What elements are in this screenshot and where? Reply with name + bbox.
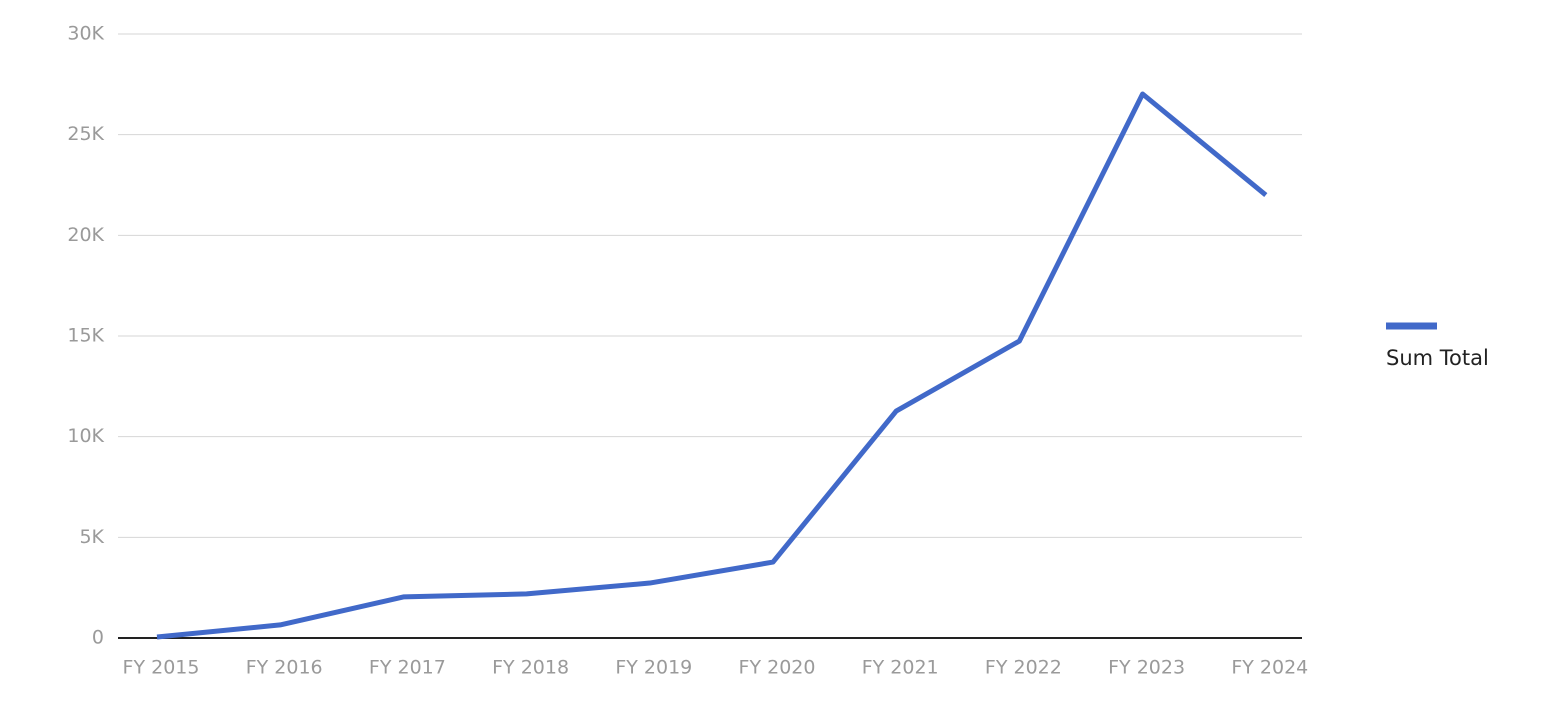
line: [156, 91, 1268, 640]
x-tick-label: FY 2019: [615, 657, 692, 679]
x-tick-label: FY 2017: [369, 657, 446, 679]
y-tick-label: 25K: [67, 123, 104, 145]
y-tick-label: 30K: [67, 23, 104, 45]
x-tick-label: FY 2018: [492, 657, 569, 679]
x-tick-label: FY 2016: [246, 657, 323, 679]
x-tick-label: FY 2021: [862, 657, 939, 679]
y-tick-label: 15K: [67, 325, 104, 347]
y-tick-label: 10K: [67, 425, 104, 447]
x-tick-label: FY 2024: [1231, 657, 1308, 679]
x-tick-label: FY 2022: [985, 657, 1062, 679]
x-tick-label: FY 2020: [739, 657, 816, 679]
x-tick-label: FY 2023: [1108, 657, 1185, 679]
x-tick-label: FY 2015: [123, 657, 200, 679]
y-tick-label: 20K: [67, 224, 104, 246]
legend-label: Sum Total: [1386, 346, 1489, 370]
y-tick-label: 0: [92, 627, 104, 649]
y-tick-label: 5K: [79, 526, 104, 548]
